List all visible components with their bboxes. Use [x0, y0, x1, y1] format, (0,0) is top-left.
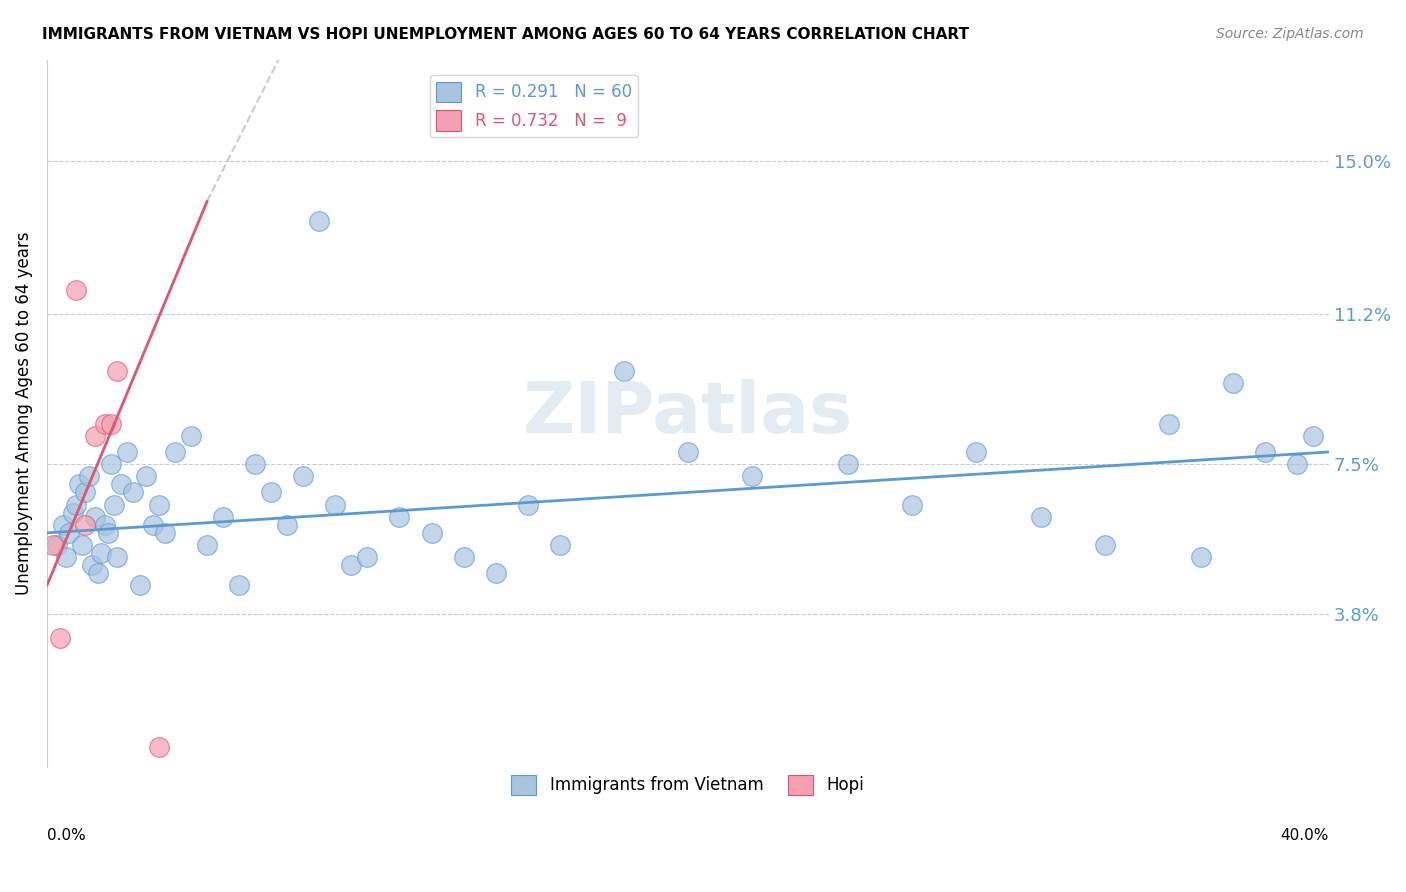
Point [1302, 429, 1324, 443]
Point [75, 485, 97, 500]
Point [67, 477, 90, 491]
Point [42, 538, 65, 552]
Point [245, 457, 267, 471]
Point [48, 631, 70, 645]
Point [65, 283, 87, 297]
Point [1157, 417, 1180, 431]
Point [107, 364, 129, 378]
Point [65, 498, 87, 512]
Point [212, 509, 235, 524]
Point [548, 538, 571, 552]
Point [90, 546, 112, 560]
Point [165, 445, 187, 459]
Point [93, 417, 115, 431]
Point [837, 457, 859, 471]
Point [84, 429, 107, 443]
Point [97, 525, 120, 540]
Y-axis label: Unemployment Among Ages 60 to 64 years: Unemployment Among Ages 60 to 64 years [15, 232, 32, 595]
Point [107, 550, 129, 565]
Point [115, 445, 138, 459]
Point [613, 364, 636, 378]
Point [58, 525, 80, 540]
Point [45, 538, 67, 552]
Point [80, 558, 103, 573]
Point [87, 566, 110, 581]
Point [1285, 457, 1308, 471]
Point [148, 740, 170, 755]
Point [1189, 550, 1212, 565]
Point [135, 469, 157, 483]
Text: 40.0%: 40.0% [1281, 828, 1329, 843]
Point [155, 525, 177, 540]
Point [516, 498, 538, 512]
Point [100, 457, 122, 471]
Point [148, 498, 170, 512]
Point [93, 517, 115, 532]
Point [485, 566, 508, 581]
Point [195, 538, 218, 552]
Point [1254, 445, 1277, 459]
Point [292, 469, 315, 483]
Point [420, 525, 443, 540]
Text: ZIPatlas: ZIPatlas [523, 379, 853, 448]
Point [325, 498, 347, 512]
Point [103, 498, 125, 512]
Point [84, 509, 107, 524]
Point [110, 477, 132, 491]
Point [70, 538, 93, 552]
Point [1029, 509, 1052, 524]
Point [1222, 376, 1244, 391]
Point [122, 485, 145, 500]
Point [676, 445, 699, 459]
Point [340, 558, 363, 573]
Point [388, 509, 411, 524]
Point [75, 517, 97, 532]
Legend: Immigrants from Vietnam, Hopi: Immigrants from Vietnam, Hopi [505, 768, 872, 802]
Point [741, 469, 763, 483]
Point [260, 485, 283, 500]
Text: IMMIGRANTS FROM VIETNAM VS HOPI UNEMPLOYMENT AMONG AGES 60 TO 64 YEARS CORRELATI: IMMIGRANTS FROM VIETNAM VS HOPI UNEMPLOY… [42, 27, 969, 42]
Point [276, 517, 298, 532]
Point [77, 469, 100, 483]
Point [308, 214, 330, 228]
Text: 0.0%: 0.0% [46, 828, 86, 843]
Point [965, 445, 987, 459]
Point [180, 429, 202, 443]
Point [1094, 538, 1116, 552]
Text: Source: ZipAtlas.com: Source: ZipAtlas.com [1216, 27, 1364, 41]
Point [128, 578, 150, 592]
Point [100, 417, 122, 431]
Point [52, 517, 75, 532]
Point [62, 506, 84, 520]
Point [901, 498, 924, 512]
Point [55, 550, 77, 565]
Point [453, 550, 475, 565]
Point [228, 578, 250, 592]
Point [356, 550, 378, 565]
Point [142, 517, 165, 532]
